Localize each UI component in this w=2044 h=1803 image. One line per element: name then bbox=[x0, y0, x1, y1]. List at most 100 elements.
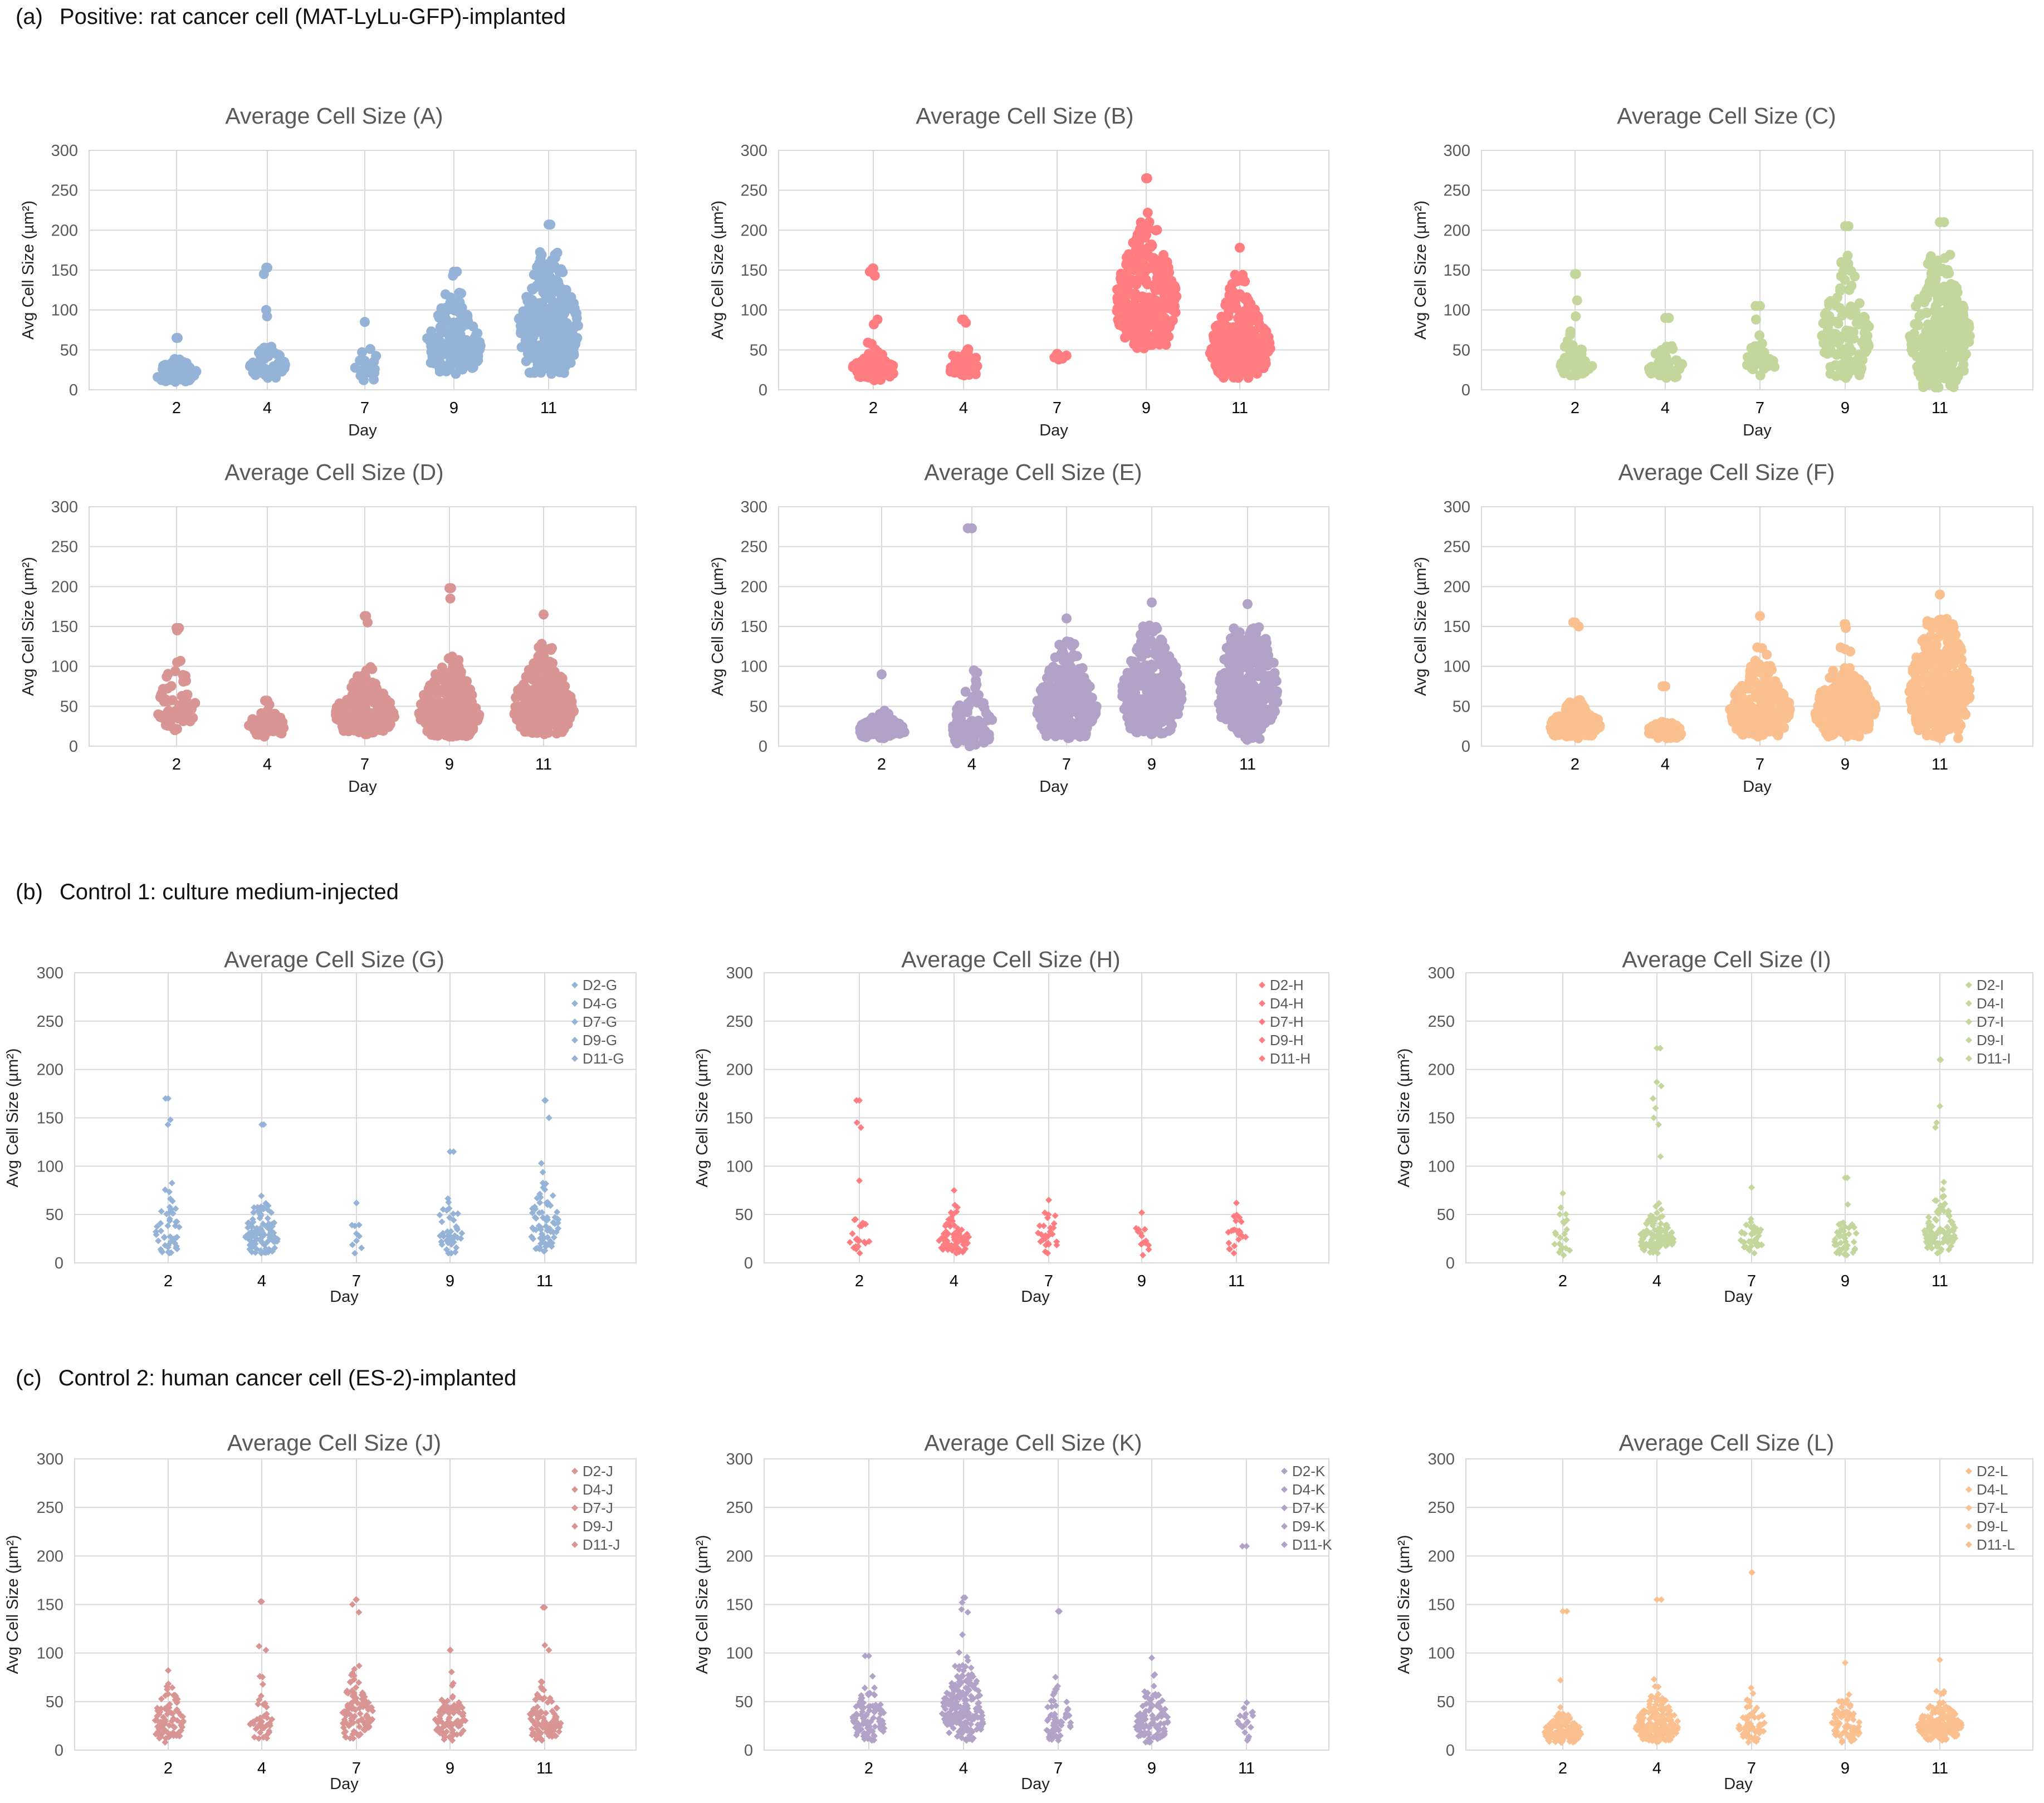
data-point bbox=[1141, 278, 1152, 288]
data-point bbox=[1583, 364, 1594, 374]
data-point bbox=[553, 264, 564, 275]
data-point bbox=[437, 675, 448, 685]
data-point bbox=[1053, 354, 1064, 365]
data-point bbox=[560, 343, 570, 354]
data-point bbox=[1842, 710, 1852, 721]
data-point bbox=[1243, 373, 1254, 383]
data-point bbox=[1142, 208, 1153, 218]
data-point bbox=[515, 321, 526, 331]
data-point bbox=[1577, 717, 1587, 727]
data-point bbox=[863, 337, 873, 348]
x-tick-label: 4 bbox=[263, 756, 272, 773]
y-tick-label: 50 bbox=[60, 698, 78, 716]
data-point bbox=[1133, 328, 1144, 339]
data-point bbox=[262, 695, 272, 706]
data-point bbox=[1763, 669, 1773, 679]
y-tick-label: 100 bbox=[741, 658, 767, 676]
data-point bbox=[1224, 659, 1235, 670]
data-point bbox=[419, 704, 429, 715]
data-point bbox=[531, 675, 542, 686]
x-tick-label: 4 bbox=[1661, 756, 1670, 773]
data-point bbox=[1165, 724, 1176, 735]
y-tick-label: 50 bbox=[1453, 341, 1470, 359]
data-point bbox=[172, 623, 182, 633]
data-point bbox=[1926, 281, 1937, 291]
data-point bbox=[1863, 723, 1874, 734]
data-point bbox=[1835, 286, 1846, 296]
data-point bbox=[976, 722, 986, 732]
data-point bbox=[345, 721, 355, 732]
data-point bbox=[527, 285, 538, 295]
data-point bbox=[520, 689, 531, 700]
plot-area bbox=[1481, 150, 2033, 390]
data-point bbox=[541, 666, 552, 677]
data-point bbox=[1233, 667, 1243, 678]
data-point bbox=[959, 314, 969, 325]
y-tick-label: 200 bbox=[741, 222, 767, 239]
data-point bbox=[1170, 283, 1181, 294]
data-point bbox=[1088, 708, 1098, 718]
data-point bbox=[1660, 313, 1670, 323]
data-point bbox=[156, 690, 167, 700]
data-point bbox=[468, 362, 478, 373]
x-tick-label: 11 bbox=[540, 399, 557, 417]
data-point bbox=[1755, 370, 1766, 381]
x-tick-label: 4 bbox=[263, 399, 272, 417]
data-point bbox=[444, 583, 454, 594]
data-point bbox=[1231, 697, 1241, 707]
y-tick-label: 100 bbox=[1444, 658, 1470, 676]
data-point bbox=[1166, 683, 1176, 694]
y-tick-label: 0 bbox=[759, 738, 767, 756]
chart-title: Average Cell Size (E) bbox=[924, 459, 1142, 485]
data-point bbox=[1820, 717, 1830, 728]
series-d11-b bbox=[1205, 242, 1275, 383]
data-point bbox=[349, 677, 359, 688]
data-point bbox=[1943, 268, 1954, 278]
data-point bbox=[868, 361, 879, 371]
y-axis-label: Avg Cell Size (µm²) bbox=[709, 557, 727, 696]
x-tick-label: 4 bbox=[959, 399, 968, 417]
data-point bbox=[369, 693, 380, 704]
data-point bbox=[462, 310, 472, 320]
data-point bbox=[1146, 242, 1156, 252]
data-point bbox=[1162, 705, 1173, 716]
data-point bbox=[1862, 695, 1873, 706]
data-point bbox=[1208, 330, 1219, 341]
series-d9-a bbox=[422, 266, 486, 379]
data-point bbox=[341, 697, 351, 708]
data-point bbox=[550, 249, 560, 260]
data-point bbox=[1257, 672, 1268, 682]
data-point bbox=[1039, 710, 1050, 721]
data-point bbox=[950, 368, 960, 378]
data-point bbox=[1164, 267, 1175, 278]
data-point bbox=[536, 368, 546, 378]
data-point bbox=[452, 688, 462, 698]
data-point bbox=[439, 365, 450, 375]
data-point bbox=[1152, 315, 1163, 326]
data-point bbox=[367, 664, 378, 674]
y-tick-label: 300 bbox=[1444, 498, 1470, 516]
series-d9-b bbox=[1112, 173, 1182, 354]
data-point bbox=[453, 655, 464, 665]
data-point bbox=[360, 729, 370, 739]
data-point bbox=[1668, 344, 1678, 354]
data-point bbox=[1254, 701, 1265, 712]
y-tick-label: 0 bbox=[759, 381, 767, 399]
data-point bbox=[1233, 373, 1244, 383]
data-point bbox=[528, 339, 539, 349]
series-d4-e bbox=[948, 523, 997, 751]
data-point bbox=[1946, 346, 1957, 356]
data-point bbox=[1935, 217, 1945, 227]
data-point bbox=[1117, 687, 1128, 697]
data-point bbox=[454, 287, 464, 298]
data-point bbox=[519, 312, 529, 323]
y-axis-label: Avg Cell Size (µm²) bbox=[19, 200, 37, 340]
data-point bbox=[1916, 353, 1926, 364]
data-point bbox=[1146, 659, 1157, 670]
data-point bbox=[1155, 688, 1166, 698]
data-point bbox=[452, 322, 463, 332]
data-point bbox=[1263, 346, 1273, 357]
data-point bbox=[1165, 303, 1176, 313]
y-tick-label: 0 bbox=[69, 738, 78, 756]
